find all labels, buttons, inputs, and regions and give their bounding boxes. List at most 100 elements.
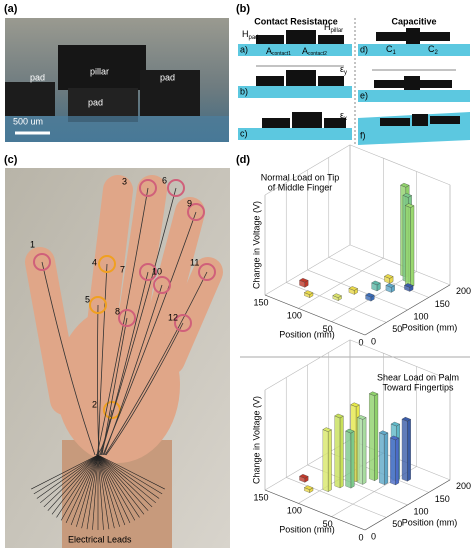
bar-face bbox=[405, 205, 411, 288]
axis-line bbox=[364, 479, 451, 531]
trace bbox=[100, 271, 149, 456]
trace bbox=[105, 322, 184, 456]
trace bbox=[104, 271, 208, 456]
sensor-number: 3 bbox=[122, 176, 127, 186]
bar-top bbox=[401, 416, 412, 422]
column-title: Contact Resistance bbox=[254, 16, 338, 26]
y-tick-label: 100 bbox=[414, 311, 429, 321]
bar-face bbox=[350, 430, 355, 489]
lead-wire bbox=[97, 454, 163, 495]
bar-face bbox=[379, 432, 385, 486]
grid-line bbox=[286, 477, 387, 518]
bar-top bbox=[357, 415, 367, 420]
y-tick-label: 200 bbox=[456, 481, 471, 491]
lead-wire bbox=[97, 454, 153, 508]
trace bbox=[101, 317, 128, 456]
area-label: Acontact1 bbox=[266, 46, 291, 57]
bar bbox=[365, 292, 375, 302]
axis-line bbox=[264, 294, 366, 336]
y-tick-label: 0 bbox=[371, 336, 376, 346]
x-tick-label: 0 bbox=[358, 337, 363, 347]
height-label: Hpad bbox=[242, 29, 259, 40]
bar bbox=[334, 413, 344, 489]
bar-top bbox=[322, 427, 332, 432]
x-axis-label: Position (mm) bbox=[279, 524, 335, 534]
sensor-number: 7 bbox=[120, 264, 125, 274]
bar bbox=[404, 203, 415, 288]
lead-wire bbox=[76, 454, 99, 527]
bar bbox=[299, 474, 309, 483]
lead-wire bbox=[97, 454, 115, 529]
bar-top bbox=[404, 283, 414, 288]
lead-wire bbox=[43, 454, 99, 508]
bar bbox=[389, 435, 400, 486]
bar-top bbox=[385, 283, 395, 288]
bar-top bbox=[368, 391, 379, 396]
bar-face bbox=[401, 418, 408, 482]
bar-top bbox=[303, 290, 314, 295]
axis-line bbox=[264, 489, 366, 531]
sensor bbox=[153, 276, 171, 294]
y-axis-label: Position (mm) bbox=[402, 322, 458, 332]
panel-label: (a) bbox=[4, 3, 18, 15]
capacitance-label: C2 bbox=[428, 44, 439, 55]
schematic bbox=[238, 28, 470, 145]
x-tick-label: 50 bbox=[323, 324, 333, 334]
area-label: Acontact2 bbox=[302, 46, 327, 57]
x-tick-label: 150 bbox=[253, 492, 268, 502]
sensor-number: 6 bbox=[162, 175, 167, 185]
bar-face bbox=[384, 432, 389, 486]
x-axis-label: Position (mm) bbox=[279, 329, 335, 339]
bar bbox=[401, 416, 412, 482]
lead-wire bbox=[81, 454, 99, 529]
lead-wire bbox=[97, 454, 140, 518]
chart-title: Normal Load on Tip bbox=[261, 172, 340, 182]
bar bbox=[385, 283, 395, 293]
bar bbox=[371, 280, 381, 292]
grid-line bbox=[349, 244, 451, 286]
lead-wire bbox=[86, 454, 99, 530]
bar-top bbox=[350, 402, 360, 407]
row-label: a) bbox=[240, 44, 248, 54]
lead-wire bbox=[92, 454, 99, 530]
bar-face bbox=[395, 437, 400, 486]
bar bbox=[357, 415, 367, 485]
panel-label: (b) bbox=[236, 3, 250, 15]
grid-line bbox=[349, 439, 451, 481]
bar-face bbox=[357, 417, 363, 485]
bar bbox=[332, 293, 342, 301]
sensor-number: 1 bbox=[30, 239, 35, 249]
sensor-number: 11 bbox=[190, 257, 199, 267]
bar bbox=[322, 427, 332, 492]
lead-wire bbox=[31, 454, 99, 490]
lead-wire bbox=[97, 454, 136, 521]
bar-top bbox=[402, 193, 412, 198]
bar bbox=[404, 283, 414, 292]
bar-face bbox=[410, 205, 415, 288]
bar bbox=[303, 290, 314, 298]
bar-top bbox=[332, 293, 342, 298]
bar bbox=[348, 286, 358, 295]
lead-wire bbox=[60, 454, 99, 521]
sensor-number: 8 bbox=[115, 306, 120, 316]
x-tick-label: 0 bbox=[358, 532, 363, 542]
sensor bbox=[33, 253, 51, 271]
height-label: Hpillar bbox=[324, 22, 343, 33]
row-label: c) bbox=[240, 128, 248, 138]
bar-top bbox=[299, 278, 309, 283]
bar-top bbox=[378, 430, 389, 435]
z-axis-label: Change in Voltage (V) bbox=[251, 396, 261, 484]
lead-wire bbox=[97, 454, 156, 504]
label-pad: pad bbox=[160, 72, 175, 82]
bar-face bbox=[322, 429, 329, 492]
bar bbox=[384, 274, 394, 284]
row-label: f) bbox=[360, 130, 366, 140]
bar-top bbox=[334, 413, 344, 419]
bar-face bbox=[362, 417, 367, 485]
row-label: b) bbox=[240, 86, 248, 96]
bar-face bbox=[407, 419, 411, 482]
grid-line bbox=[328, 452, 429, 493]
lead-wire bbox=[97, 454, 165, 490]
sensor bbox=[89, 296, 107, 314]
lead-wire bbox=[97, 454, 149, 511]
